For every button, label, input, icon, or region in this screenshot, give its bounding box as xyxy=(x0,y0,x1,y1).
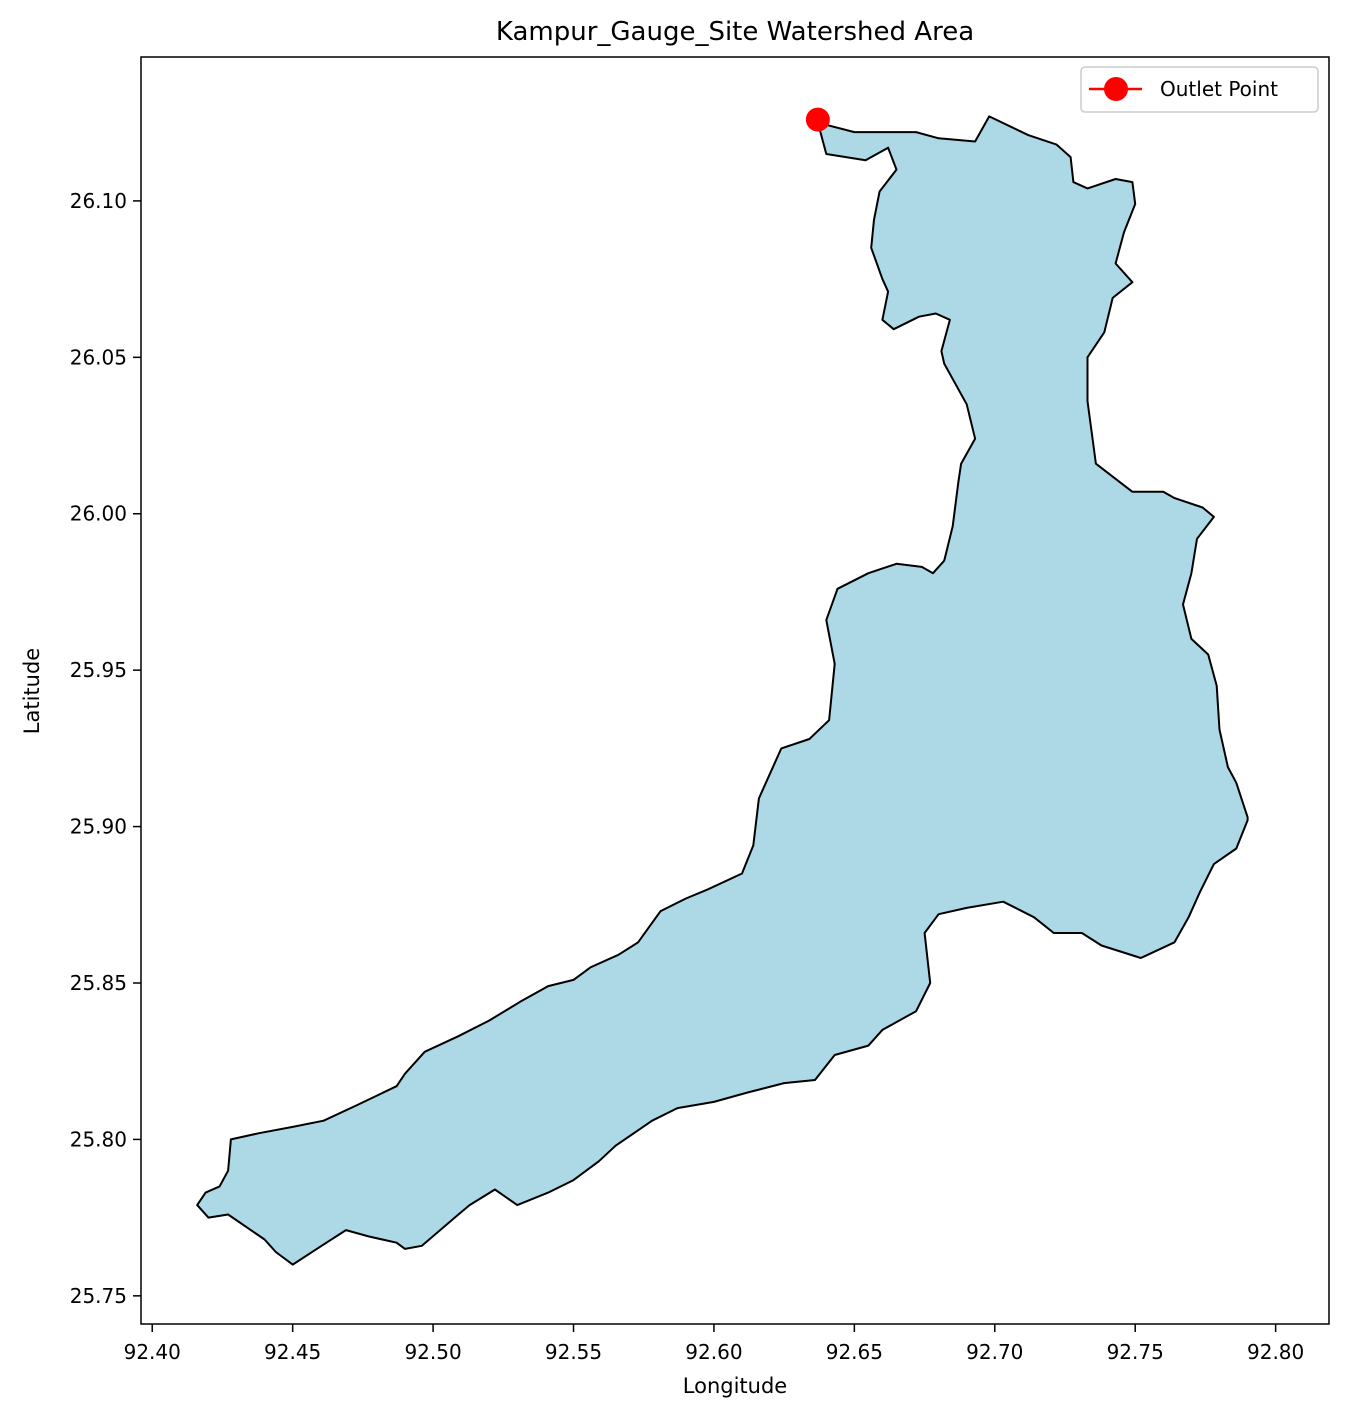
x-tick-label: 92.75 xyxy=(1107,1340,1164,1364)
outlet-point[interactable] xyxy=(805,107,830,132)
y-axis-label: Latitude xyxy=(20,648,44,734)
legend-box xyxy=(1080,66,1319,113)
x-axis-label: Longitude xyxy=(683,1374,787,1398)
y-tick-label: 25.80 xyxy=(70,1127,127,1151)
y-tick-label: 25.90 xyxy=(70,815,127,839)
x-axis: 92.40 92.45 92.50 92.55 92.60 92.65 92.70 92.75… xyxy=(124,1324,1304,1364)
legend-label[interactable]: Outlet Point xyxy=(1160,77,1278,101)
plot-frame xyxy=(140,56,1330,1325)
y-tick-label: 26.00 xyxy=(70,502,127,526)
y-tick-label: 26.05 xyxy=(70,345,127,369)
x-tick-label: 92.40 xyxy=(124,1340,181,1364)
y-tick-label: 25.75 xyxy=(70,1284,127,1308)
x-tick-label: 92.55 xyxy=(545,1340,602,1364)
x-tick-label: 92.70 xyxy=(966,1340,1023,1364)
x-tick-label: 92.60 xyxy=(685,1340,742,1364)
y-tick-label: 25.85 xyxy=(70,971,127,995)
x-tick-label: 92.50 xyxy=(404,1340,461,1364)
y-tick-label: 25.95 xyxy=(70,658,127,682)
y-tick-label: 26.10 xyxy=(70,189,127,213)
chart-title: Kampur_Gauge_Site Watershed Area xyxy=(496,17,974,47)
x-tick-label: 92.80 xyxy=(1247,1340,1304,1364)
y-axis: 25.75 25.80 25.85 25.90 25.95 26.00 26.05 26.10 xyxy=(70,189,141,1308)
watershed-polygon xyxy=(196,115,1249,1266)
legend-marker-icon xyxy=(1104,77,1128,101)
x-tick-label: 92.45 xyxy=(264,1340,321,1364)
x-tick-label: 92.65 xyxy=(826,1340,883,1364)
legend: Outlet Point xyxy=(1080,66,1319,113)
